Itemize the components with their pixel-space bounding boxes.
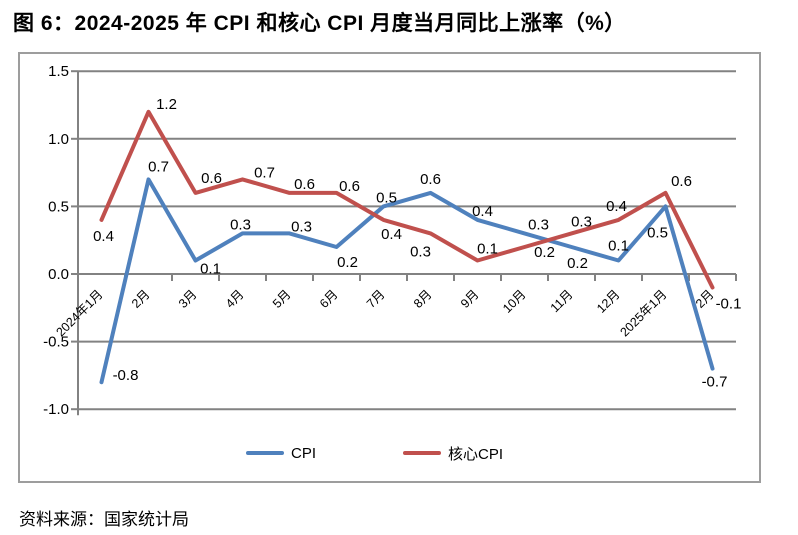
data-label: 0.3 [230, 216, 251, 233]
x-axis-label: 9月 [458, 287, 482, 311]
data-label: 0.2 [567, 255, 588, 272]
series-line-0 [99, 177, 715, 385]
x-axis-label: 11月 [548, 287, 576, 315]
y-axis-label: 0.5 [48, 198, 69, 215]
x-axis-label: 2月 [129, 287, 153, 311]
data-label: 0.3 [571, 213, 592, 230]
y-axis-label: 1.0 [48, 131, 69, 148]
legend-item-core-cpi: 核心CPI [403, 444, 504, 463]
y-axis-label: -0.5 [43, 334, 69, 351]
x-axis-label: 2025年1月 [617, 287, 669, 339]
data-label: 0.3 [291, 218, 312, 235]
data-label: -0.8 [113, 367, 139, 384]
legend-item-cpi: CPI [246, 444, 316, 462]
data-label: 0.4 [93, 228, 114, 245]
data-label: 0.6 [420, 171, 441, 188]
data-label: 0.6 [339, 178, 360, 195]
y-axis-label: -1.0 [43, 401, 69, 418]
cpi-line-swatch [246, 451, 284, 455]
data-label: 0.3 [410, 243, 431, 260]
data-label: -0.7 [702, 374, 728, 391]
data-label: 0.4 [381, 226, 402, 243]
y-axis-label: 0.0 [48, 266, 69, 283]
data-label: 0.2 [337, 254, 358, 271]
data-label: 0.5 [376, 189, 397, 206]
x-axis-label: 8月 [411, 287, 435, 311]
source-note: 资料来源：国家统计局 [19, 510, 189, 529]
series-line-1 [99, 109, 715, 290]
x-axis-label: 10月 [500, 287, 529, 316]
x-axis-label: 4月 [223, 287, 247, 311]
x-axis-label: 5月 [270, 287, 294, 311]
data-label: 0.5 [647, 224, 668, 241]
data-label: 1.2 [156, 96, 177, 113]
y-axis-label: 1.5 [48, 63, 69, 80]
x-axis-label: 3月 [176, 287, 200, 311]
data-label: 0.6 [671, 173, 692, 190]
data-label: 0.6 [294, 176, 315, 193]
data-label: 0.7 [148, 158, 169, 175]
x-axis-label: 6月 [317, 287, 341, 311]
core-cpi-line-swatch [403, 451, 441, 455]
data-label: 0.2 [534, 244, 555, 261]
legend-label-cpi: CPI [291, 444, 317, 462]
data-label: 0.1 [200, 260, 221, 277]
data-label: 0.1 [477, 240, 498, 257]
data-label: 0.6 [201, 170, 222, 187]
legend-label-core-cpi: 核心CPI [448, 445, 504, 463]
data-label: -0.1 [716, 296, 742, 313]
data-label: 0.4 [472, 203, 493, 220]
x-axis-label: 7月 [364, 287, 388, 311]
chart-title: 图 6：2024-2025 年 CPI 和核心 CPI 月度当月同比上涨率（%） [13, 12, 626, 35]
data-label: 0.1 [608, 237, 629, 254]
data-label: 0.4 [606, 198, 627, 215]
x-axis-label: 2024年1月 [53, 287, 105, 339]
data-label: 0.7 [254, 164, 275, 181]
data-label: 0.3 [528, 216, 549, 233]
x-axis-label: 12月 [594, 287, 623, 316]
